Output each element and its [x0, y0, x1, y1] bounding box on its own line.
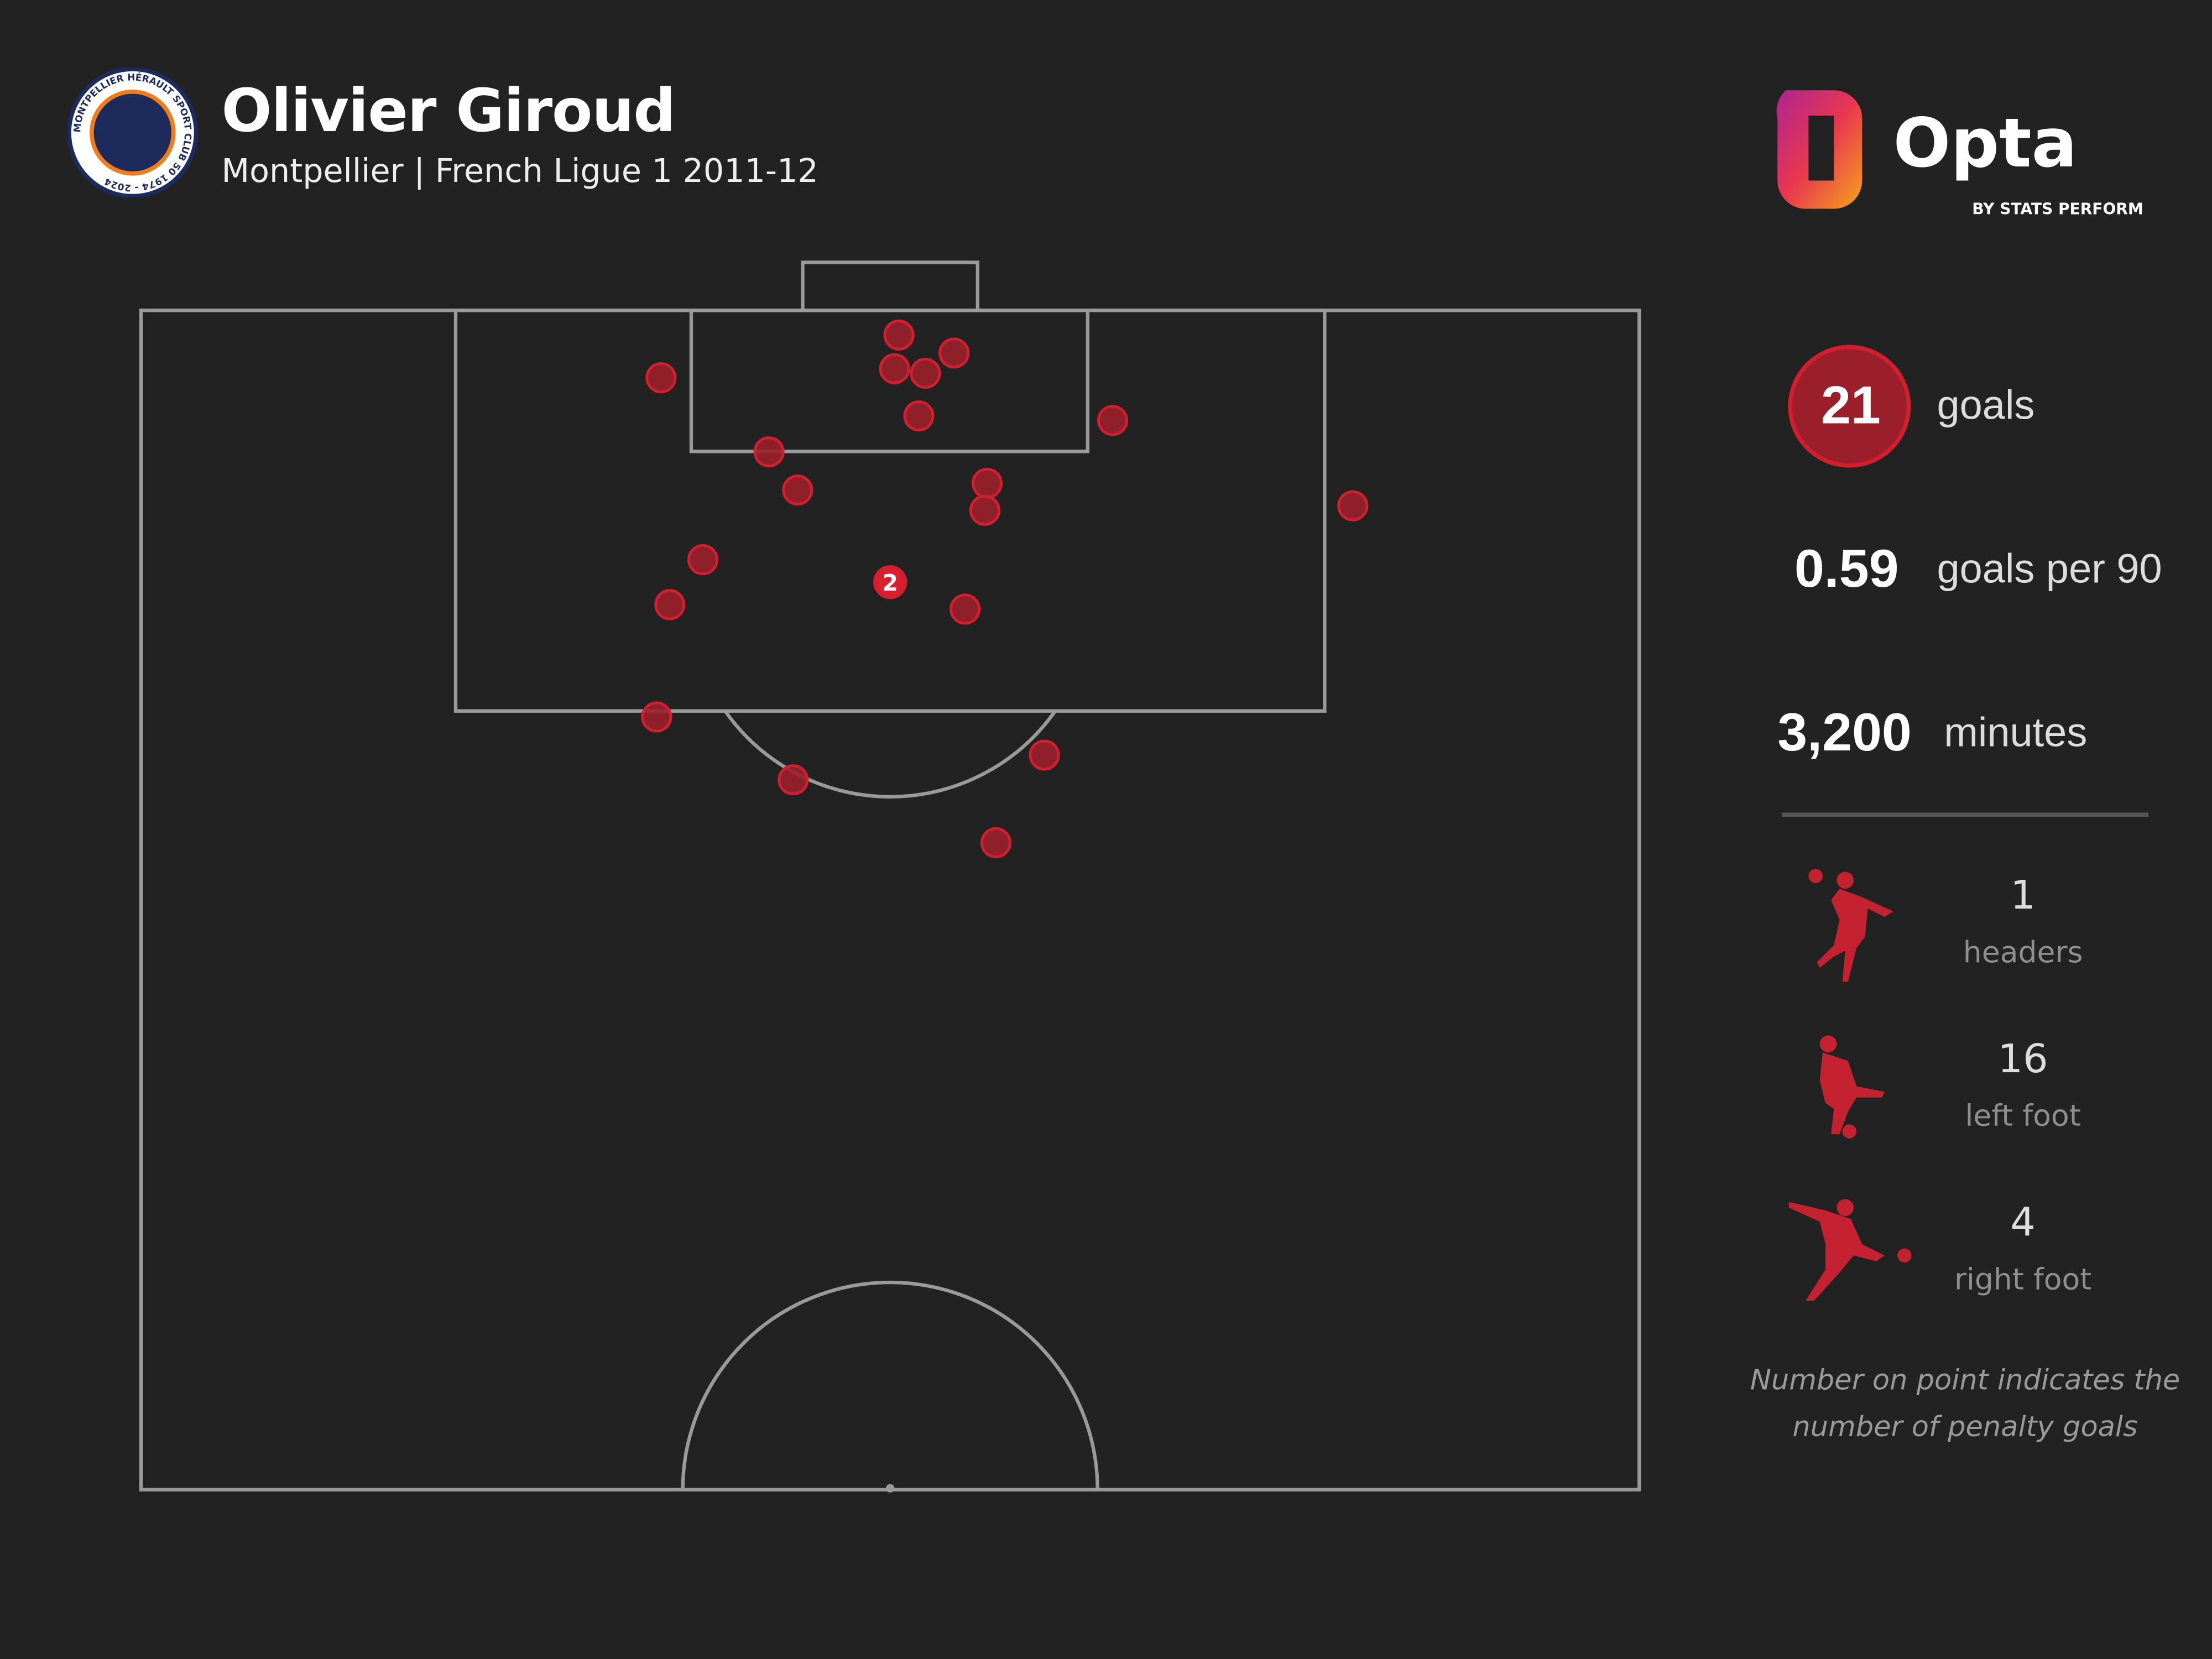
club-badge-logo: MONTPELLIER HÉRAULT SPORT CLUB 50 1974 -…: [67, 67, 198, 198]
goal-point: [971, 467, 1003, 499]
goal-point: [654, 589, 686, 620]
minutes-label: minutes: [1944, 711, 2088, 757]
goal-point: [950, 593, 981, 625]
goal-point: [778, 764, 809, 796]
penalty-arc: [723, 709, 1057, 799]
penalty-note: Number on point indicates the number of …: [1750, 1363, 2180, 1443]
centre-circle: [681, 1280, 1099, 1490]
goal-point: [969, 494, 1001, 526]
headers-value: 1: [2010, 872, 2036, 919]
divider: [1781, 812, 2149, 817]
goal: [801, 260, 980, 312]
minutes-value: 3,200: [1777, 703, 1912, 764]
centre-spot: [886, 1484, 895, 1493]
left-foot-silhouette-icon: [1819, 1035, 1885, 1139]
opta-logo: Opta BY STATS PERFORM: [1776, 90, 2143, 218]
goal-point: [782, 474, 813, 506]
goal-point: [1097, 405, 1129, 436]
goal-point: [1337, 490, 1369, 521]
goals-circle: [1788, 345, 1911, 468]
goal-point: [938, 337, 970, 369]
pitch-outline: [139, 309, 1641, 1492]
goal-point: [687, 544, 719, 576]
goals-per-90-label: goals per 90: [1937, 547, 2162, 593]
goals-value: 21: [1820, 377, 1881, 436]
goal-point: [645, 362, 677, 394]
page-subtitle: Montpellier | French Ligue 1 2011-12: [221, 154, 818, 191]
headers-label: headers: [1963, 935, 2083, 969]
goal-point: [1029, 739, 1060, 771]
goal-point: [753, 436, 785, 468]
goals-per-90-value: 0.59: [1794, 540, 1899, 600]
left-foot-label: left foot: [1965, 1099, 2081, 1133]
goal-point: [641, 701, 672, 733]
header-silhouette-icon: [1808, 869, 1893, 982]
goals-label: goals: [1937, 383, 2035, 429]
penalty-goal-point: [873, 565, 907, 599]
right-foot-silhouette-icon: [1788, 1199, 1912, 1301]
left-foot-value: 16: [1997, 1035, 2048, 1082]
penalty-count-label: 2: [882, 570, 898, 596]
page-title: Olivier Giroud: [221, 76, 676, 145]
goal-point: [910, 357, 941, 389]
right-foot-label: right foot: [1954, 1262, 2092, 1297]
six-yard-box: [689, 309, 1090, 453]
goal-point: [883, 319, 915, 351]
right-foot-value: 4: [2010, 1199, 2036, 1246]
opta-subtext: BY STATS PERFORM: [1972, 200, 2143, 218]
goal-point: [903, 400, 935, 432]
goal-point: [980, 827, 1011, 859]
goal-point: [879, 353, 910, 384]
opta-wordmark: Opta: [1893, 103, 2077, 182]
